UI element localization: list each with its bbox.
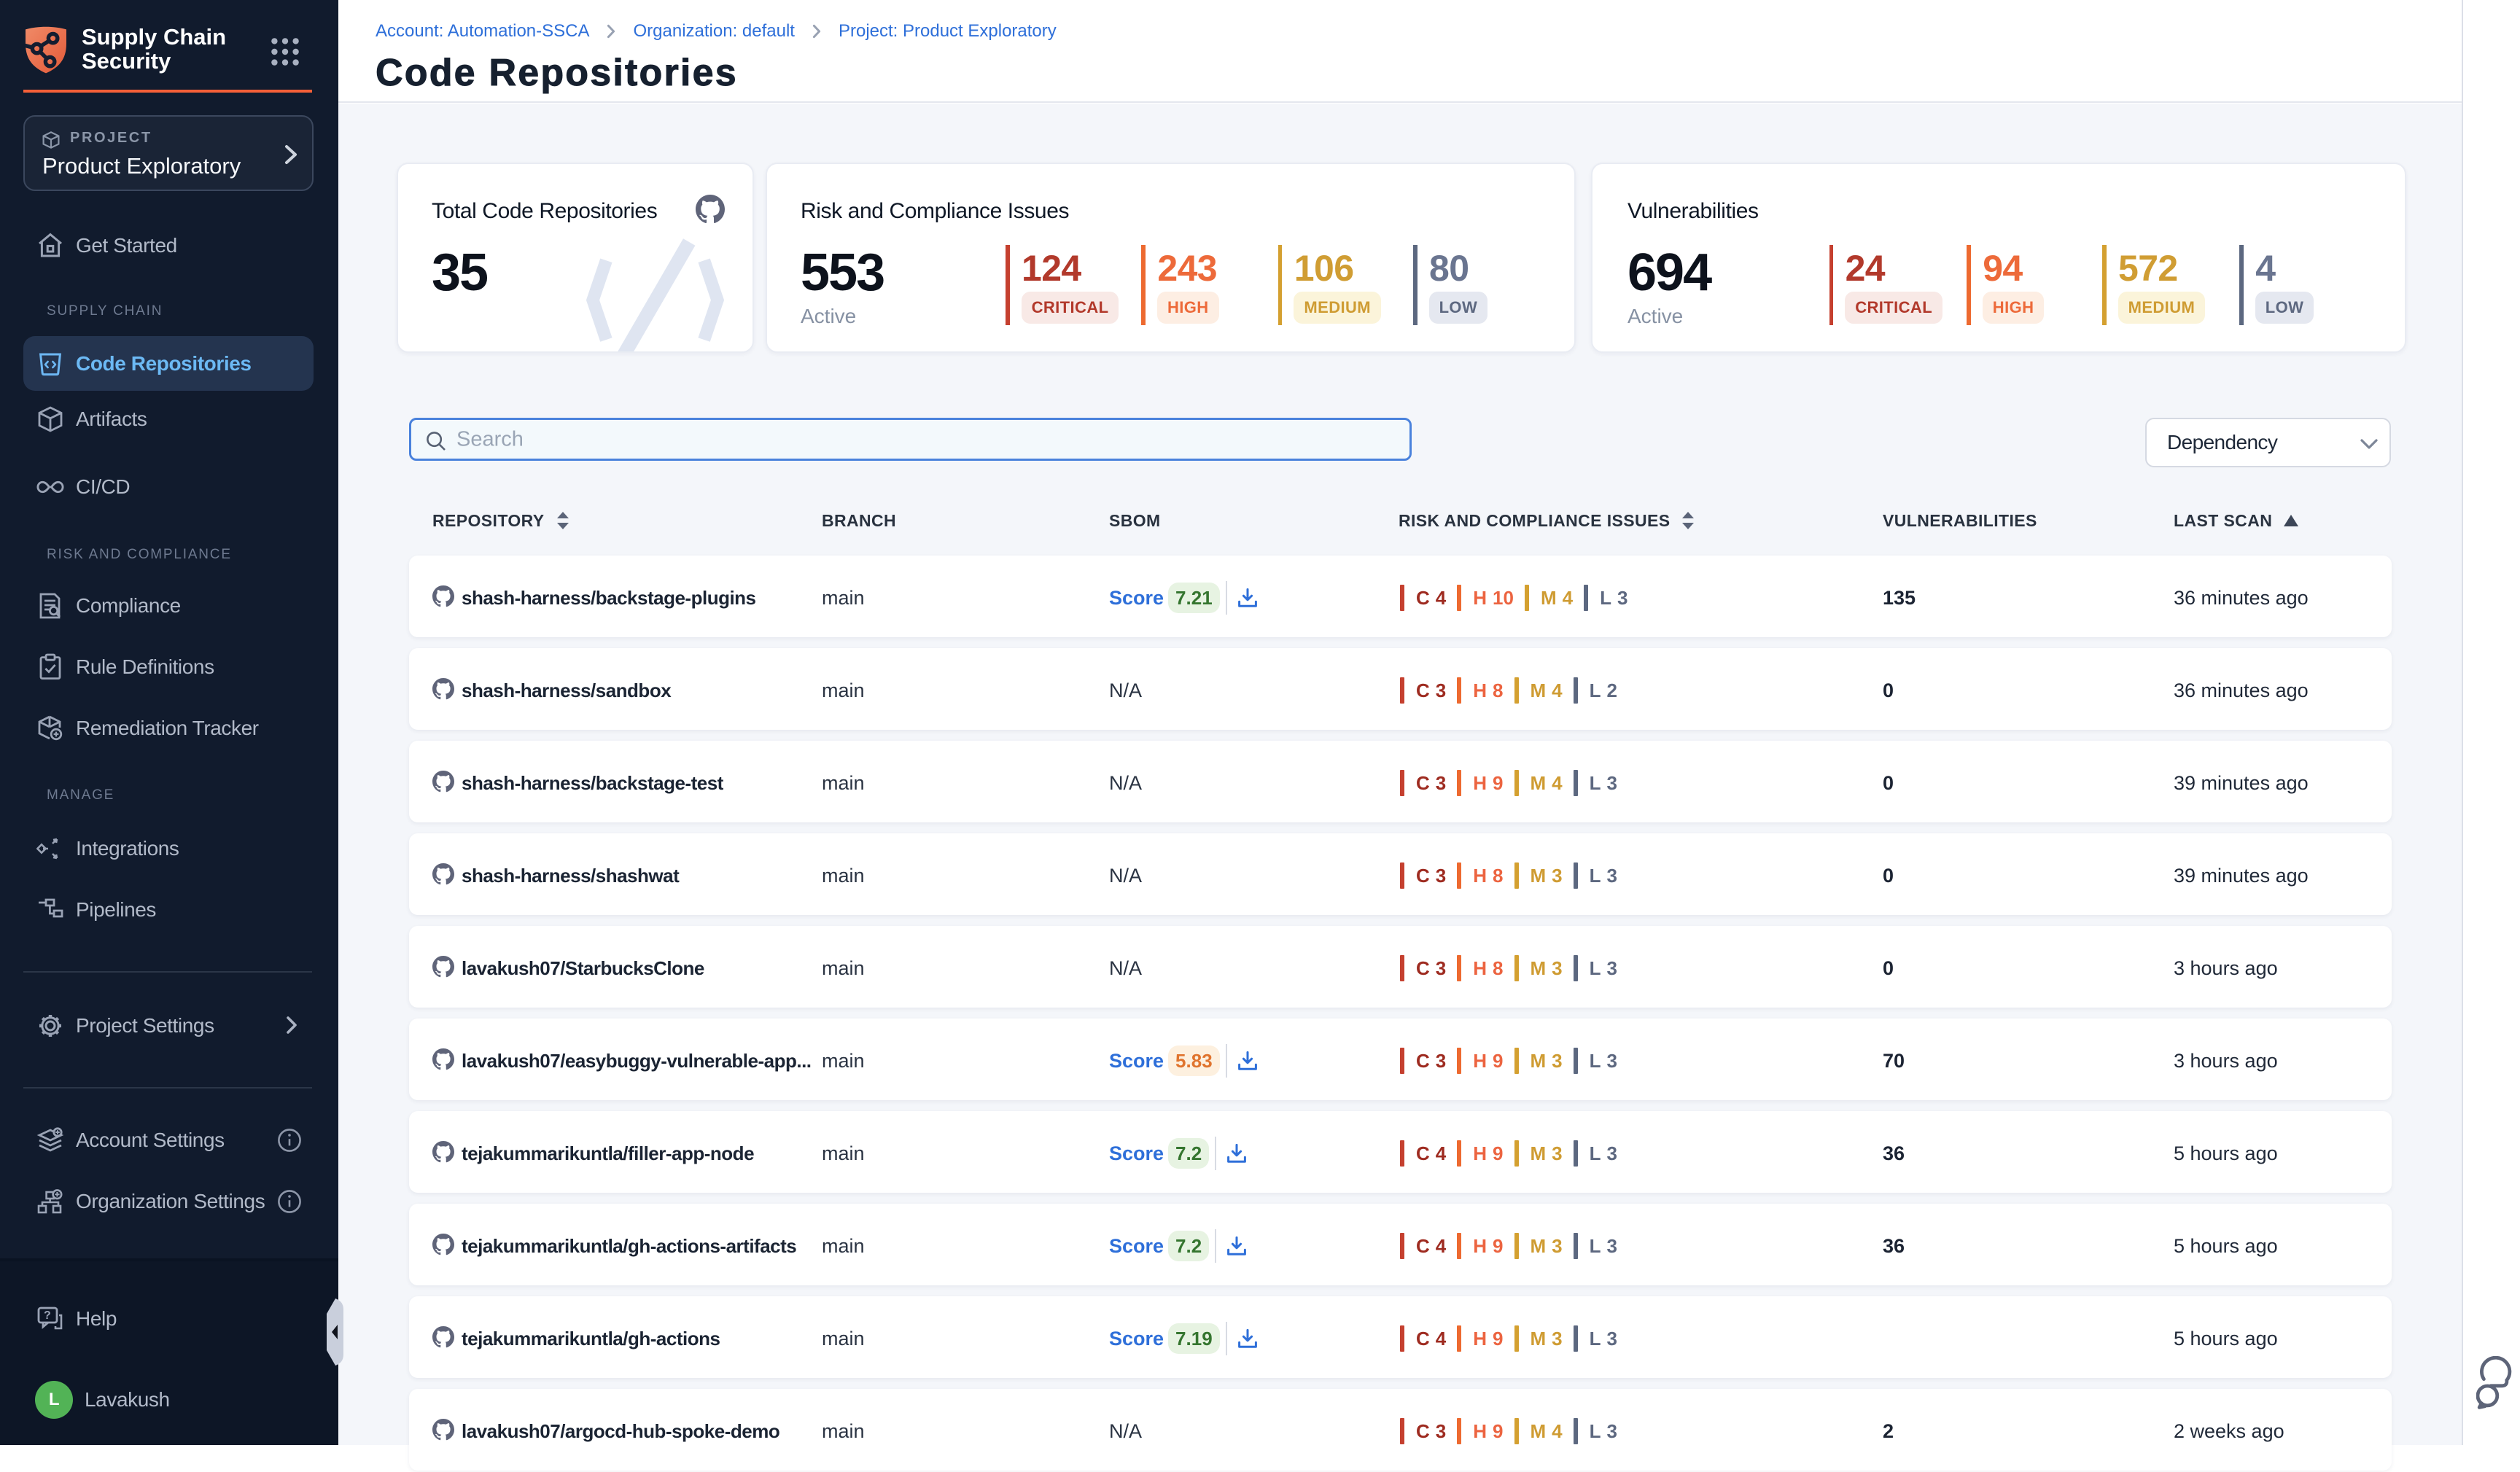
svg-text:?: ? [44,1309,50,1322]
